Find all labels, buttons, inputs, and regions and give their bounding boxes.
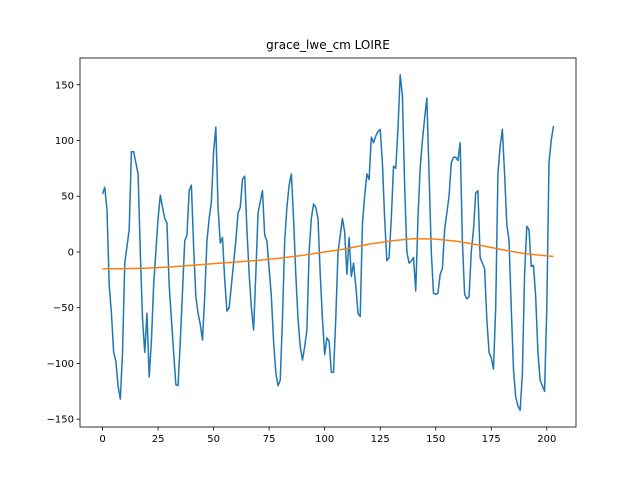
line-series <box>102 237 554 270</box>
y-tick-label: −100 <box>47 359 74 370</box>
x-tick-label: 100 <box>315 434 334 445</box>
x-tick-label: 150 <box>426 434 445 445</box>
plot-frame <box>79 57 577 428</box>
x-tick-label: 50 <box>207 434 220 445</box>
x-tick-label: 0 <box>99 434 105 445</box>
x-tick-label: 75 <box>263 434 276 445</box>
y-tick-label: 50 <box>61 192 74 203</box>
y-tick-label: 150 <box>55 80 74 91</box>
y-tick-label: −50 <box>53 303 74 314</box>
x-tick-label: 175 <box>482 434 501 445</box>
y-tick-label: 0 <box>68 247 74 258</box>
line-series <box>101 73 555 412</box>
x-tick-label: 200 <box>537 434 556 445</box>
y-tick-label: −150 <box>47 415 74 426</box>
x-tick-label: 25 <box>152 434 165 445</box>
y-tick-label: 100 <box>55 136 74 147</box>
x-tick-label: 125 <box>371 434 390 445</box>
chart-title: grace_lwe_cm LOIRE <box>266 38 390 52</box>
